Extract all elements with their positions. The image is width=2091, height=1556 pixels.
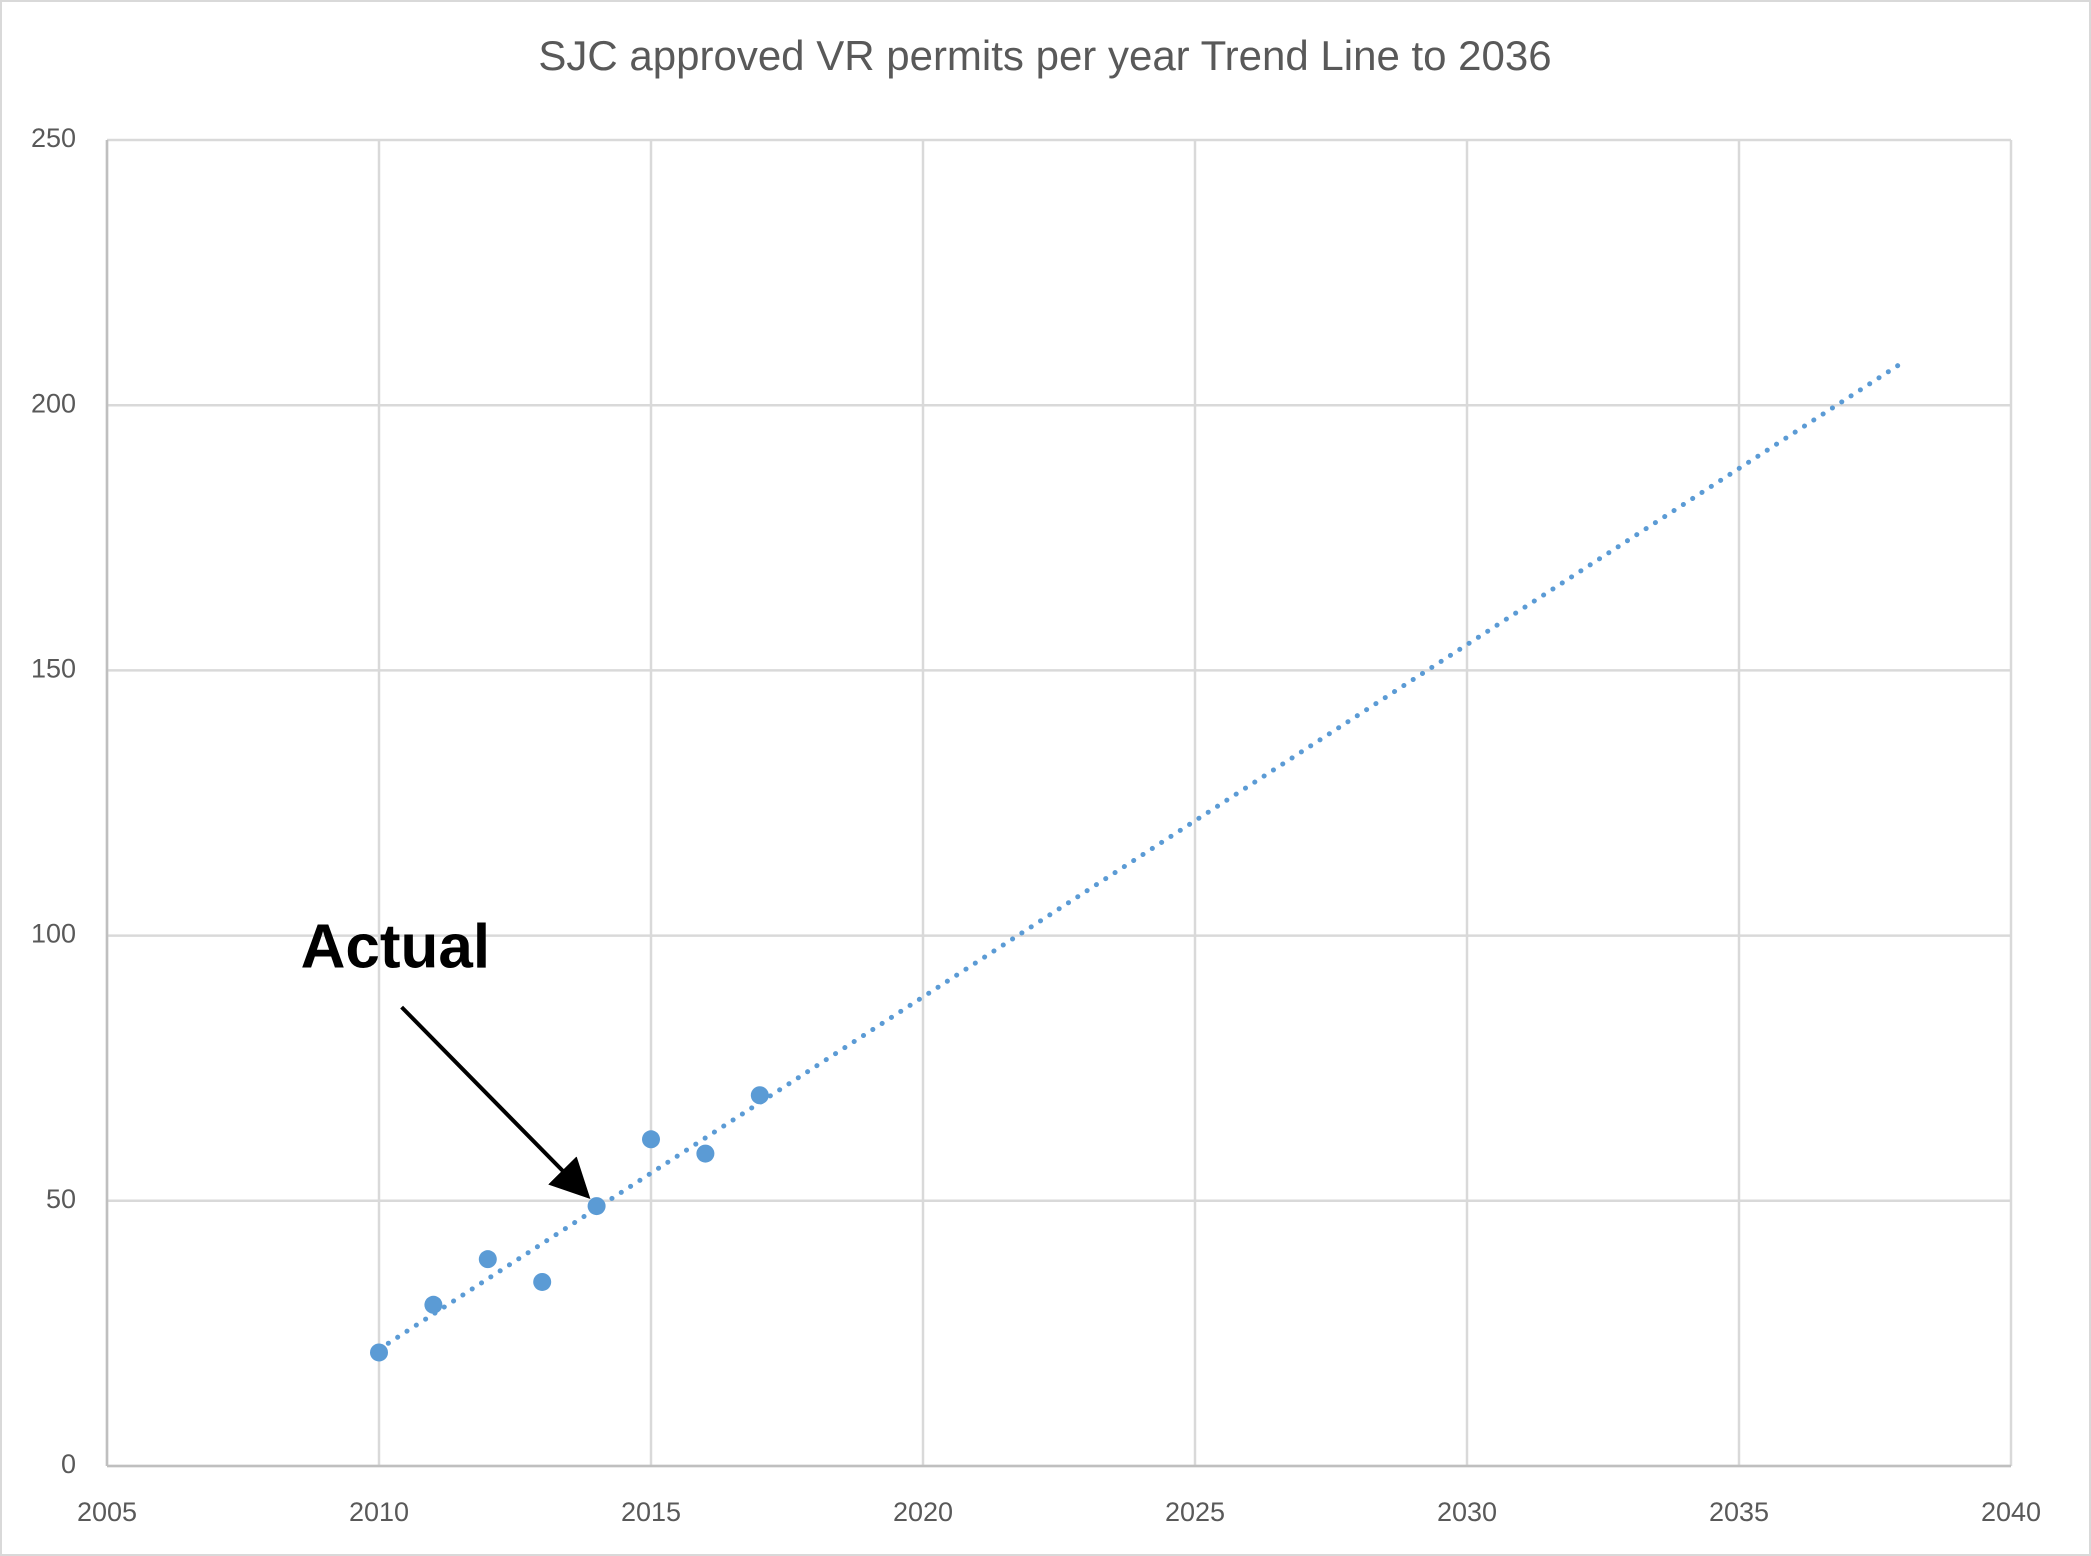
x-tick-label: 2025 bbox=[1165, 1497, 1225, 1527]
y-tick-label: 250 bbox=[31, 123, 76, 153]
data-point bbox=[533, 1272, 552, 1291]
x-tick-label: 2040 bbox=[1981, 1497, 2041, 1527]
x-tick-label: 2005 bbox=[77, 1497, 137, 1527]
annotation-text: Actual bbox=[301, 912, 490, 981]
x-tick-label: 2015 bbox=[621, 1497, 681, 1527]
data-point bbox=[478, 1250, 497, 1269]
annotation-arrow bbox=[400, 1005, 591, 1199]
y-tick-label: 200 bbox=[31, 388, 76, 418]
y-tick-label: 150 bbox=[31, 654, 76, 684]
y-tick-label: 50 bbox=[46, 1184, 76, 1214]
y-tick-label: 100 bbox=[31, 919, 76, 949]
data-point bbox=[370, 1343, 388, 1362]
chart-title: SJC approved VR permits per year Trend L… bbox=[538, 32, 1551, 79]
data-point bbox=[424, 1295, 443, 1314]
data-point bbox=[587, 1197, 606, 1216]
x-tick-label: 2030 bbox=[1437, 1497, 1497, 1527]
data-point bbox=[696, 1144, 715, 1163]
x-tick-label: 2035 bbox=[1709, 1497, 1769, 1527]
y-tick-label: 0 bbox=[61, 1449, 76, 1479]
data-point bbox=[750, 1086, 769, 1105]
x-tick-label: 2020 bbox=[893, 1497, 953, 1527]
data-point bbox=[642, 1130, 660, 1149]
x-tick-label: 2010 bbox=[349, 1497, 409, 1527]
